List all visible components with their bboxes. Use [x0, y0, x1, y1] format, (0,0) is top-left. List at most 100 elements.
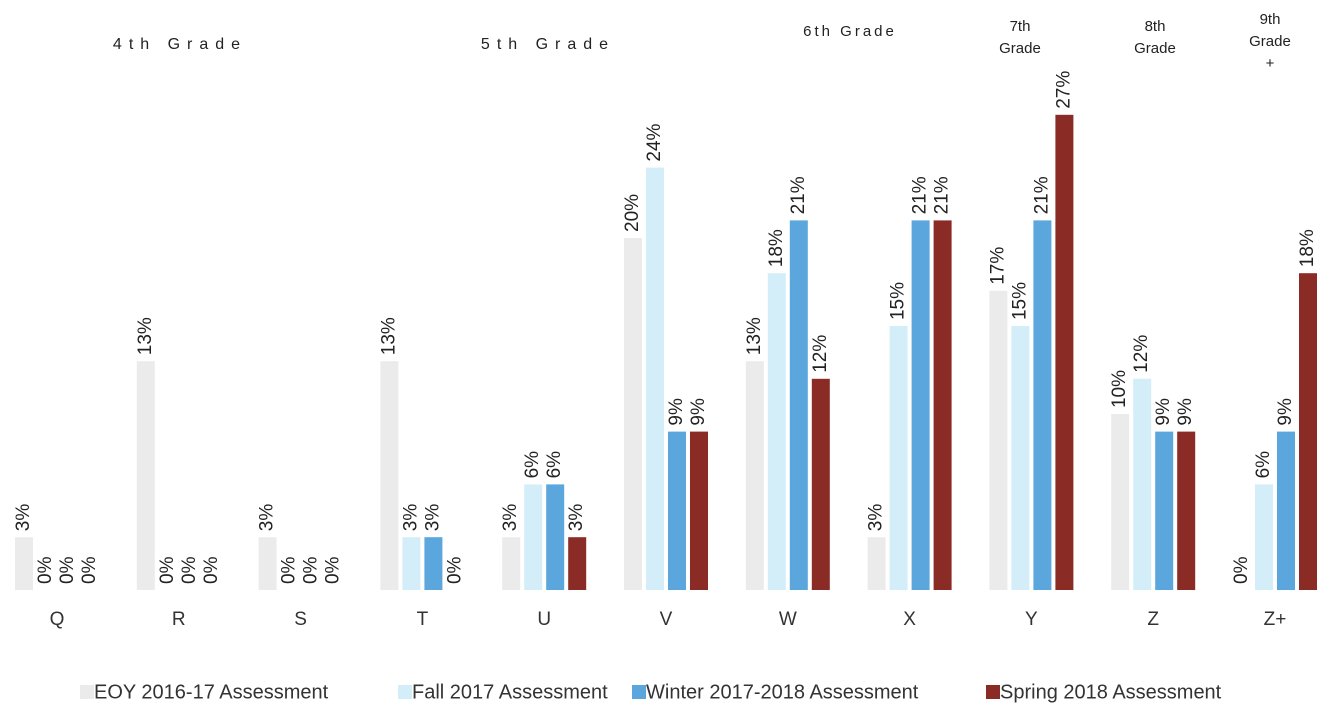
- bar: [889, 326, 908, 590]
- value-label: 24%: [644, 123, 665, 161]
- x-tick-label: Z+: [1264, 609, 1287, 630]
- value-label: 3%: [566, 504, 587, 532]
- bar: [989, 290, 1008, 590]
- value-label: 3%: [422, 504, 443, 532]
- x-tick-label: T: [417, 609, 429, 630]
- bar: [136, 361, 155, 590]
- value-label: 21%: [910, 176, 931, 214]
- bar: [1155, 431, 1174, 590]
- value-label: 3%: [500, 504, 521, 532]
- value-label: 21%: [932, 176, 953, 214]
- value-label: 9%: [666, 398, 687, 426]
- legend-swatch: [986, 685, 1000, 699]
- value-label: 6%: [544, 451, 565, 479]
- value-label: 3%: [400, 504, 421, 532]
- value-label: 0%: [201, 556, 222, 584]
- value-label: 13%: [744, 317, 765, 355]
- bar: [258, 537, 277, 590]
- bar: [1011, 326, 1030, 590]
- bar: [568, 537, 587, 590]
- value-label: 0%: [444, 556, 465, 584]
- value-label: 0%: [79, 556, 100, 584]
- x-tick-label: Y: [1025, 609, 1038, 630]
- group-label: 6th Grade: [803, 23, 897, 40]
- x-tick-label: X: [903, 609, 916, 630]
- bar: [1299, 273, 1317, 590]
- value-label: 17%: [987, 247, 1008, 285]
- bar: [646, 167, 664, 590]
- group-label: 5th Grade: [481, 36, 615, 53]
- legend-label: EOY 2016-17 Assessment: [94, 681, 329, 703]
- value-label: 15%: [1009, 282, 1030, 320]
- bar: [1277, 431, 1295, 590]
- value-label: 0%: [279, 556, 300, 584]
- value-label: 9%: [688, 398, 709, 426]
- bar: [767, 273, 786, 590]
- x-tick-label: W: [779, 609, 797, 630]
- value-label: 18%: [1297, 229, 1318, 267]
- value-label: 12%: [810, 335, 831, 373]
- x-tick-label: Q: [50, 609, 65, 630]
- value-label: 27%: [1053, 71, 1074, 109]
- value-label: 9%: [1175, 398, 1196, 426]
- bar: [502, 537, 521, 590]
- value-label: 12%: [1131, 335, 1152, 373]
- value-label: 0%: [157, 556, 178, 584]
- bar: [789, 220, 808, 590]
- value-label: 18%: [766, 229, 787, 267]
- bar: [690, 431, 708, 590]
- value-label: 6%: [1253, 451, 1274, 479]
- bar: [546, 484, 565, 590]
- value-label: 10%: [1109, 370, 1130, 408]
- group-label: 4th Grade: [113, 36, 247, 53]
- bar: [524, 484, 543, 590]
- value-label: 3%: [257, 504, 278, 532]
- x-tick-label: U: [537, 609, 551, 630]
- value-label: 15%: [888, 282, 909, 320]
- legend-swatch: [398, 685, 412, 699]
- bar: [1133, 378, 1152, 590]
- x-tick-label: R: [172, 609, 186, 630]
- value-label: 0%: [179, 556, 200, 584]
- legend-label: Fall 2017 Assessment: [412, 681, 608, 703]
- bar: [911, 220, 930, 590]
- bar: [811, 378, 830, 590]
- value-label: 20%: [622, 194, 643, 232]
- value-label: 0%: [35, 556, 56, 584]
- group-label: 9th Grade +: [1249, 11, 1291, 72]
- value-label: 21%: [1031, 176, 1052, 214]
- value-label: 13%: [378, 317, 399, 355]
- bar: [745, 361, 764, 590]
- bar: [1055, 114, 1074, 591]
- bar: [402, 537, 421, 590]
- bar: [15, 537, 33, 590]
- group-label: 8th Grade: [1134, 18, 1176, 57]
- group-label: 7th Grade: [999, 18, 1041, 57]
- value-label: 0%: [323, 556, 344, 584]
- value-label: 9%: [1153, 398, 1174, 426]
- value-label: 0%: [301, 556, 322, 584]
- value-label: 13%: [135, 317, 156, 355]
- bar: [1033, 220, 1052, 590]
- bar: [424, 537, 443, 590]
- bar: [668, 431, 686, 590]
- value-label: 3%: [866, 504, 887, 532]
- legend-swatch: [80, 685, 94, 699]
- x-tick-label: S: [294, 609, 307, 630]
- value-label: 6%: [522, 451, 543, 479]
- bar: [867, 537, 886, 590]
- bar: [624, 238, 642, 590]
- x-tick-label: Z: [1147, 609, 1159, 630]
- legend-label: Spring 2018 Assessment: [1000, 681, 1222, 703]
- legend-swatch: [632, 685, 646, 699]
- value-label: 3%: [13, 504, 34, 532]
- value-label: 21%: [788, 176, 809, 214]
- x-tick-label: V: [660, 609, 673, 630]
- value-label: 0%: [57, 556, 78, 584]
- bar: [380, 361, 399, 590]
- bar: [933, 220, 952, 590]
- bar: [1255, 484, 1273, 590]
- bar: [1111, 414, 1130, 590]
- legend-label: Winter 2017-2018 Assessment: [646, 681, 919, 703]
